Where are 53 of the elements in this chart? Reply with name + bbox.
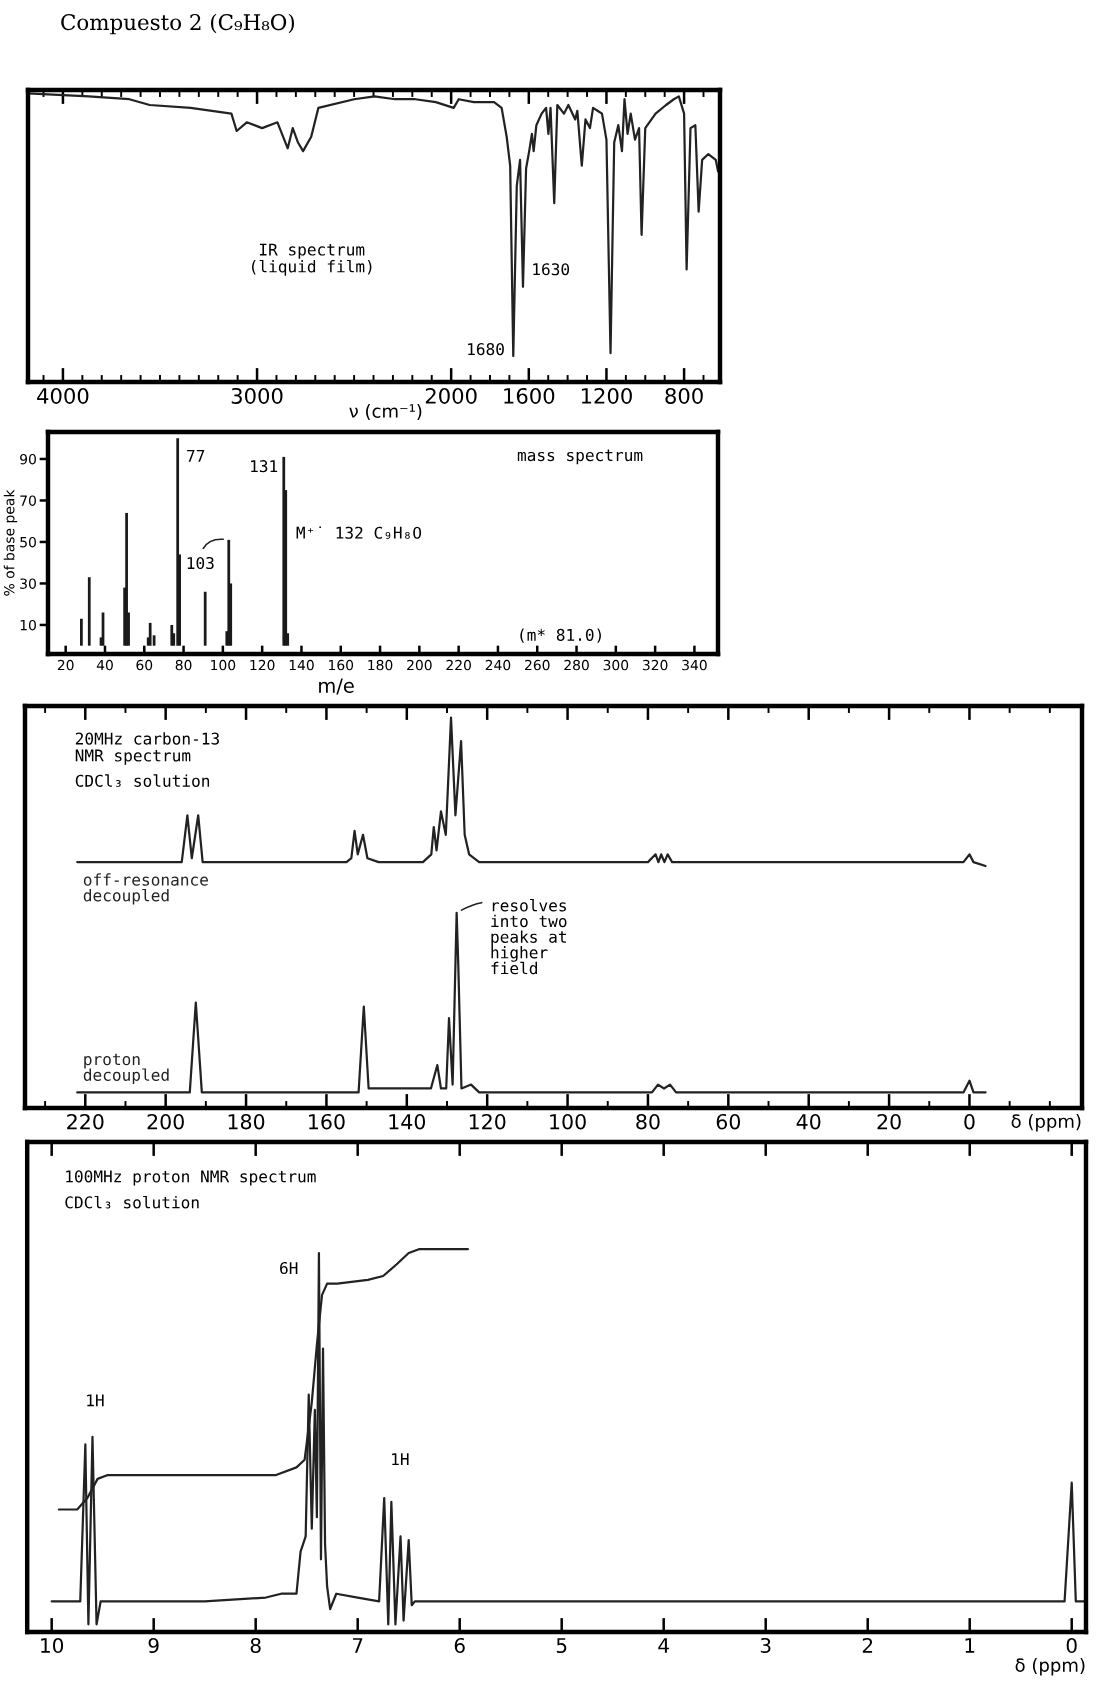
x-tick-label: 2000	[425, 387, 477, 404]
x-tick-label: 800	[665, 387, 703, 404]
annotation: 1630	[533, 263, 570, 276]
annotation: M⁺˙ 132 C₉H₈O	[296, 526, 422, 539]
x-tick-label: 100	[550, 1113, 586, 1130]
annotation: (m* 81.0)	[520, 628, 601, 643]
chart-title: Compuesto 2 (C₉H₈O)	[61, 13, 294, 35]
annotation: CDCl₃ solution	[75, 774, 210, 787]
annotation: 77	[187, 449, 205, 462]
annotation: mass spectrum	[517, 449, 643, 465]
x-tick-label: 220	[67, 1113, 104, 1130]
x-tick-label: 180	[228, 1113, 265, 1130]
x-tick-label: 140	[389, 1113, 426, 1130]
x-tick-label: 2	[862, 1637, 873, 1653]
x-tick-label: 8	[250, 1637, 261, 1654]
x-tick-label: 60	[716, 1113, 741, 1130]
x-tick-label: 160	[309, 1113, 345, 1130]
x-tick-label: 7	[352, 1638, 363, 1653]
x-tick-label: 200	[147, 1113, 184, 1130]
annotation: 1680	[468, 343, 504, 356]
x-tick-label: 1	[965, 1638, 975, 1653]
x-axis-title: δ (ppm)	[1011, 1114, 1081, 1132]
x-axis-title: m/e	[319, 678, 354, 695]
x-tick-label: 3000	[231, 387, 283, 404]
x-tick-label: 0	[1066, 1637, 1077, 1654]
x-tick-label: 5	[556, 1638, 567, 1654]
annotation: IR spectrum (liquid film)	[252, 243, 372, 276]
x-tick-label: 4000	[37, 387, 89, 404]
x-tick-label: 1200	[581, 387, 632, 404]
annotation: 103	[187, 556, 214, 570]
x-axis-title: ν (cm⁻¹)	[349, 403, 422, 420]
x-tick-label: 120	[469, 1113, 506, 1130]
x-tick-label: 4	[658, 1638, 669, 1653]
x-axis-title: δ (ppm)	[1015, 1657, 1085, 1676]
annotation: resolves into two peaks at higher field	[491, 898, 567, 975]
series-label: off-resonance decoupled	[83, 873, 208, 905]
annotation: 131	[251, 460, 278, 473]
annotation: 1H	[87, 1394, 104, 1407]
text: 100MHz proton NMR spectrum	[66, 1170, 316, 1186]
annotation: 20MHz carbon-13 NMR spectrum	[75, 732, 219, 765]
x-tick-label: 9	[148, 1637, 159, 1654]
x-tick-label: 20	[877, 1113, 901, 1130]
x-tick-label: 1600	[504, 387, 555, 404]
x-tick-label: 10	[41, 1637, 64, 1654]
annotation: 6H	[280, 1261, 298, 1275]
x-tick-label: 40	[796, 1113, 821, 1130]
x-tick-label: 80	[636, 1113, 660, 1130]
series-label: proton decoupled	[83, 1053, 169, 1085]
x-tick-label: 3	[760, 1637, 771, 1654]
text: CDCl₃ solution	[65, 1195, 199, 1209]
annotation: 1H	[392, 1453, 409, 1465]
x-tick-label: 6	[454, 1637, 465, 1654]
x-tick-label: 0	[964, 1113, 975, 1130]
